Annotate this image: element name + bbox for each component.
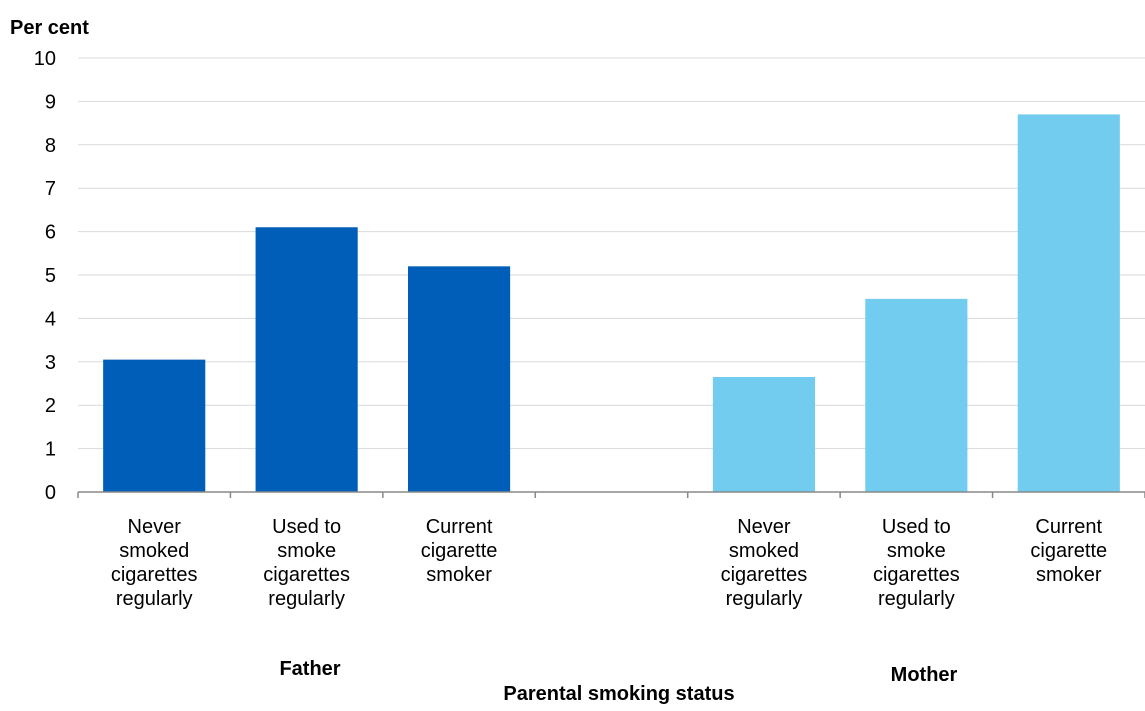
x-axis-title: Parental smoking status [503, 683, 734, 705]
x-category-label: Never smoked cigarettes regularly [111, 516, 198, 610]
x-category-label-line: smoke [277, 540, 336, 562]
x-category-label-line: Used to [272, 516, 341, 538]
x-category-label: Used to smoke cigarettes regularly [873, 516, 960, 610]
y-tick-label: 4 [45, 308, 56, 330]
x-category-label-line: cigarettes [721, 564, 808, 586]
y-tick-label: 1 [45, 439, 56, 461]
x-category-label-line: cigarettes [263, 564, 350, 586]
x-category-label-line: Never [128, 516, 182, 538]
y-tick-label: 2 [45, 395, 56, 417]
labels: Per cent Parental smoking status Father … [10, 17, 1107, 705]
bar-mother-0 [712, 376, 815, 492]
x-category-label-line: cigarettes [111, 564, 198, 586]
bar-father-1 [255, 227, 358, 492]
axes [77, 491, 1145, 498]
x-category-label-line: smoked [119, 540, 189, 562]
bar-father-2 [408, 266, 511, 492]
x-category-label: Used to smoke cigarettes regularly [263, 516, 350, 610]
y-axis-title: Per cent [10, 17, 89, 39]
x-category-label-line: smoked [729, 540, 799, 562]
x-category-label-line: regularly [878, 588, 955, 610]
x-category-label: Never smoked cigarettes regularly [721, 516, 808, 610]
x-category-label-line: smoke [887, 540, 946, 562]
x-category-label-line: smoker [426, 564, 492, 586]
x-category-label-line: regularly [726, 588, 803, 610]
x-category-label-line: cigarette [1030, 540, 1107, 562]
x-category-label: Current cigarette smoker [1030, 516, 1107, 586]
x-category-label-line: regularly [116, 588, 193, 610]
y-tick-label: 7 [45, 178, 56, 200]
y-tick-label: 8 [45, 135, 56, 157]
bar-father-0 [103, 359, 206, 492]
bar-mother-2 [1017, 114, 1120, 493]
x-category-label-line: Never [737, 516, 791, 538]
y-tick-label: 0 [45, 482, 56, 504]
x-category-label-line: smoker [1036, 564, 1102, 586]
x-category-label-line: Current [1035, 516, 1102, 538]
y-tick-label: 3 [45, 352, 56, 374]
group-label-father: Father [279, 658, 340, 680]
y-tick-label: 5 [45, 265, 56, 287]
x-category-label-line: Current [426, 516, 493, 538]
group-label-mother: Mother [891, 664, 958, 686]
x-category-label-line: regularly [268, 588, 345, 610]
y-tick-label: 10 [34, 48, 56, 70]
x-category-label-line: Used to [882, 516, 951, 538]
x-category-label-line: cigarette [421, 540, 498, 562]
x-category-label: Current cigarette smoker [421, 516, 498, 586]
gridlines [78, 57, 1145, 450]
x-category-label-line: cigarettes [873, 564, 960, 586]
y-tick-label: 6 [45, 222, 56, 244]
y-tick-label: 9 [45, 91, 56, 113]
bar-mother-1 [865, 298, 968, 492]
bars [103, 114, 1120, 493]
